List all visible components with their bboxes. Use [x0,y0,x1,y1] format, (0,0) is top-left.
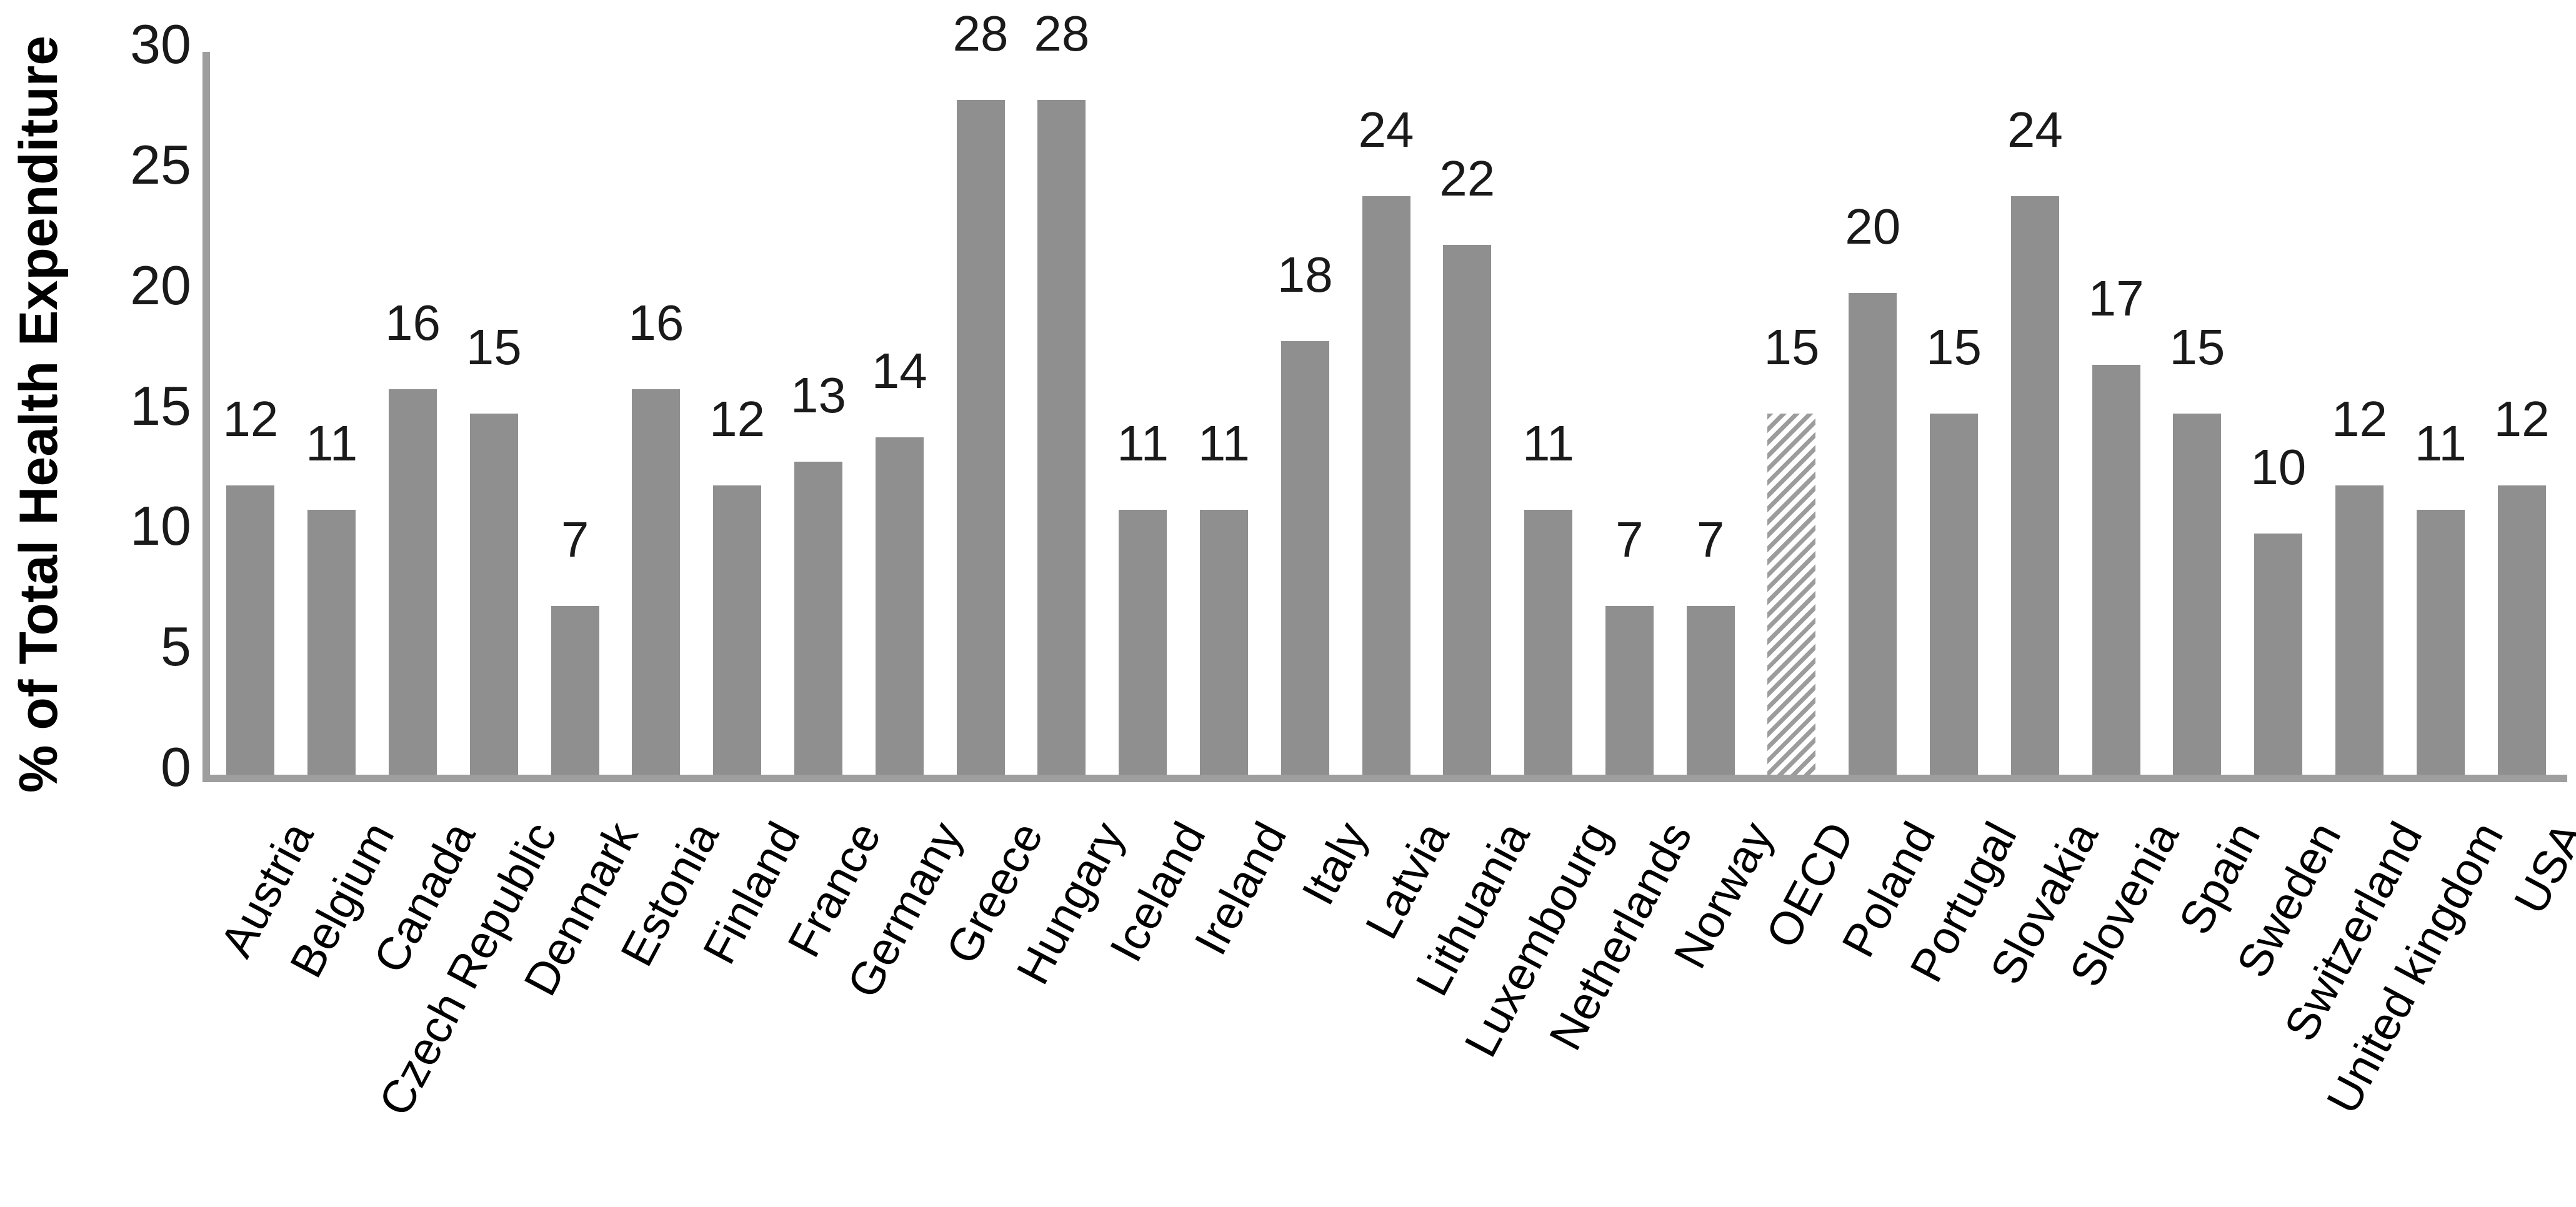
bar [1930,413,1979,775]
bar [2335,485,2384,775]
y-axis-tick-label: 10 [130,495,191,557]
bar [2254,534,2303,775]
x-axis-category-label: USA [2504,813,2576,922]
bar [2173,413,2222,775]
bar [956,100,1005,775]
bar [1524,509,1573,775]
bar-value-label: 13 [790,367,846,423]
y-axis-tick-label: 0 [161,736,191,798]
bar [1199,509,1248,775]
bar [632,389,681,775]
bar-value-label: 28 [952,6,1009,62]
bar-value-label: 15 [1926,319,1982,375]
y-axis-tick-label: 20 [130,254,191,316]
bar [388,389,437,775]
bar-value-label: 24 [1358,102,1414,158]
bar-value-label: 17 [2088,271,2144,327]
y-axis-tick-label: 5 [161,615,191,678]
bar-value-label: 14 [871,343,927,399]
bar [307,509,356,775]
bar [713,485,762,775]
bar [1443,244,1492,775]
bar-value-label: 15 [2169,319,2225,375]
x-axis-category-label: Italy [1292,813,1378,913]
bar-value-label: 15 [466,319,522,375]
bar-value-label: 11 [2414,415,2467,471]
bar-value-label: 10 [2250,439,2307,495]
bar-value-label: 11 [1197,415,1250,471]
bar [1119,509,1167,775]
bar [1767,413,1816,775]
bar-value-label: 16 [384,294,441,350]
bar [794,461,842,775]
bar [2497,485,2546,775]
bar-value-label: 12 [709,391,766,447]
bar-value-label: 28 [1034,6,1090,62]
bar [1037,100,1086,775]
bar-value-label: 12 [2332,391,2388,447]
y-axis-tick-label: 25 [130,133,191,196]
bar [2416,509,2465,775]
x-axis-line [202,775,2567,782]
bar [551,606,599,775]
bar [226,485,275,775]
bar [1849,292,1897,775]
bar-value-label: 15 [1764,319,1820,375]
bar-value-label: 18 [1277,246,1333,302]
bar-value-label: 7 [1615,512,1644,568]
bar-value-label: 12 [222,391,279,447]
bar [1605,606,1654,775]
bar [1686,606,1735,775]
bar-value-label: 16 [628,294,684,350]
bar [2092,365,2140,775]
bar-value-label: 24 [2007,102,2063,158]
bar-value-label: 12 [2494,391,2550,447]
y-axis-tick-label: 15 [130,374,191,437]
y-axis-tick-label: 30 [130,13,191,75]
bar [2010,196,2059,775]
bar-value-label: 11 [306,415,358,471]
bar-value-label: 7 [1696,512,1725,568]
bar-value-label: 7 [561,512,589,568]
bar [875,437,924,775]
bar [1362,196,1410,775]
bar-value-label: 11 [1522,415,1575,471]
bar [1281,340,1329,775]
bar-value-label: 11 [1117,415,1169,471]
y-axis-line [202,52,210,782]
bar-value-label: 20 [1845,198,1901,254]
bar [469,413,518,775]
bar-value-label: 22 [1439,150,1495,206]
